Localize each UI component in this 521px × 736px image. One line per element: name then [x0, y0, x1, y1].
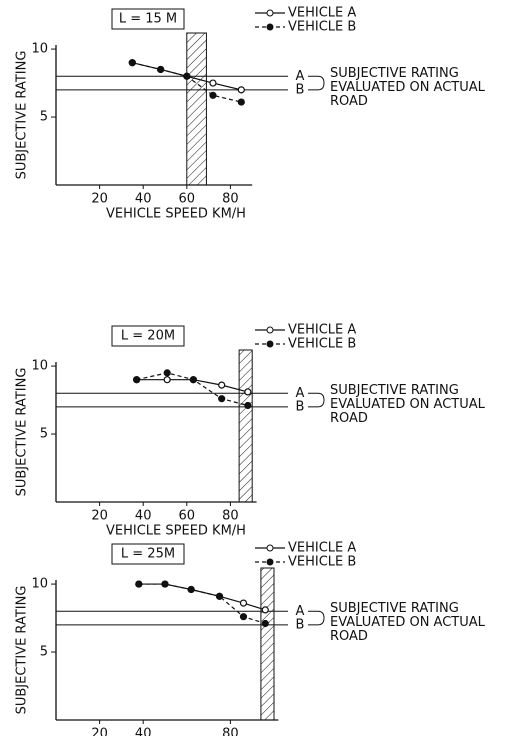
- data-point: [209, 79, 217, 87]
- y-tick-label: 10: [31, 42, 48, 57]
- annotation: SUBJECTIVE RATING: [330, 66, 459, 81]
- data-point: [135, 580, 143, 588]
- x-tick-label: 40: [135, 509, 152, 524]
- data-point: [244, 388, 252, 396]
- chart-title: L = 20M: [121, 329, 175, 344]
- title-box: [111, 543, 185, 565]
- y-axis-label: SUBJECTIVE RATING: [15, 51, 30, 180]
- legend-label: VEHICLE B: [288, 337, 356, 352]
- x-tick-label: 20: [91, 509, 108, 524]
- chart-title: L = 25M: [121, 547, 175, 562]
- y-tick-label: 5: [40, 110, 48, 125]
- data-point: [215, 592, 224, 600]
- x-tick-label: 40: [135, 727, 152, 736]
- data-point: [189, 376, 197, 384]
- legend-marker: [266, 326, 274, 334]
- hatched-band: [260, 567, 275, 721]
- data-point: [163, 376, 171, 384]
- x-tick-label: 60: [179, 509, 196, 524]
- reference-label: A: [296, 386, 305, 401]
- legend-label: VEHICLE B: [288, 20, 356, 35]
- y-axis-label: SUBJECTIVE RATING: [15, 586, 30, 715]
- annotation: ROAD: [330, 94, 368, 109]
- y-tick-label: 5: [40, 427, 48, 442]
- data-point: [239, 599, 248, 607]
- annotation: ROAD: [330, 411, 368, 426]
- annotation: SUBJECTIVE RATING: [330, 601, 459, 616]
- annotation: SUBJECTIVE RATING: [330, 383, 459, 398]
- y-tick-label: 10: [31, 577, 48, 592]
- legend-marker: [266, 544, 274, 552]
- data-point: [163, 369, 171, 377]
- brace: [317, 75, 325, 91]
- data-point: [218, 381, 226, 389]
- x-tick-label: 60: [179, 192, 196, 207]
- data-point: [244, 401, 252, 410]
- data-point: [187, 585, 195, 594]
- legend-marker: [266, 340, 274, 348]
- chart-title: L = 15 M: [119, 12, 177, 27]
- x-tick-label: 40: [135, 192, 152, 207]
- legend-label: VEHICLE A: [288, 541, 356, 556]
- y-axis-label: SUBJECTIVE RATING: [15, 368, 30, 497]
- title-box: [111, 8, 185, 30]
- data-point: [161, 580, 169, 588]
- legend-label: VEHICLE B: [288, 555, 356, 570]
- title-box: [111, 325, 185, 347]
- x-tick-label: 80: [222, 727, 239, 736]
- legend-marker: [266, 9, 274, 17]
- x-tick-label: 80: [222, 192, 239, 207]
- reference-label: B: [296, 399, 305, 414]
- x-tick-label: 80: [222, 509, 239, 524]
- hatched-band: [238, 349, 253, 503]
- reference-label: B: [296, 617, 305, 632]
- data-point: [133, 376, 141, 384]
- legend-label: VEHICLE A: [288, 323, 356, 338]
- legend-label: VEHICLE A: [288, 6, 356, 21]
- x-tick-label: 20: [91, 727, 108, 736]
- x-axis-label: VEHICLE SPEED KM/H: [106, 524, 246, 539]
- x-tick-label: 20: [91, 192, 108, 207]
- data-point: [237, 98, 245, 106]
- reference-label: B: [296, 82, 305, 97]
- data-point: [261, 619, 269, 628]
- y-tick-label: 10: [31, 359, 48, 374]
- data-point: [218, 395, 226, 403]
- hatched-band: [186, 32, 207, 186]
- annotation: ROAD: [330, 629, 368, 644]
- annotation: EVALUATED ON ACTUAL: [330, 615, 486, 630]
- series-line: [138, 583, 266, 625]
- data-point: [209, 91, 217, 99]
- data-point: [157, 65, 165, 74]
- data-point: [261, 606, 269, 614]
- data-point: [183, 72, 191, 80]
- data-point: [239, 613, 248, 621]
- annotation: EVALUATED ON ACTUAL: [330, 80, 486, 95]
- data-point: [237, 86, 245, 94]
- brace: [317, 392, 325, 408]
- data-point: [128, 59, 136, 67]
- series-line: [138, 583, 266, 611]
- legend-marker: [266, 558, 274, 566]
- legend-marker: [266, 23, 274, 31]
- brace: [317, 610, 325, 626]
- reference-label: A: [296, 604, 305, 619]
- annotation: EVALUATED ON ACTUAL: [330, 397, 486, 412]
- x-axis-label: VEHICLE SPEED KM/H: [106, 207, 246, 222]
- y-tick-label: 5: [40, 645, 48, 660]
- reference-label: A: [296, 69, 305, 84]
